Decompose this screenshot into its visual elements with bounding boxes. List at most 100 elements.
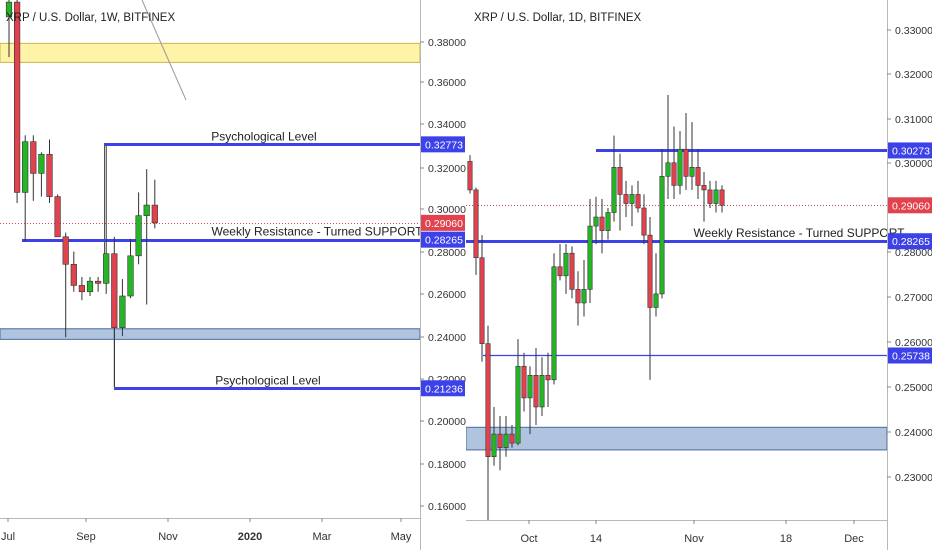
price-badge: 0.28265	[888, 233, 932, 250]
candle	[78, 276, 85, 301]
candle-body-down	[70, 263, 77, 286]
candle	[659, 149, 665, 299]
price-badge-label: 0.28265	[425, 235, 463, 247]
candle	[143, 169, 150, 305]
x-tick-label: 2020	[238, 531, 262, 543]
candle-body-down	[151, 204, 158, 224]
candle-body-down	[707, 189, 713, 204]
candle-body-up	[86, 280, 94, 293]
candle-body-up	[127, 255, 134, 297]
x-tick-label: Mar	[313, 531, 332, 543]
candle	[103, 145, 110, 294]
support-zone	[466, 426, 887, 451]
candle-body-up	[563, 252, 569, 277]
candle-body-down	[635, 194, 641, 209]
candle-body-up	[491, 433, 497, 457]
y-tick-label: 0.36000	[428, 77, 466, 89]
price-badge-bg	[888, 347, 932, 364]
x-tick-label: Sep	[76, 531, 96, 543]
candle-body-down	[497, 433, 503, 448]
y-tick-label: 0.32000	[428, 163, 466, 175]
price-badge: 0.28265	[421, 231, 465, 248]
candle	[533, 348, 539, 426]
candle-body-up	[103, 253, 110, 284]
candle-body-up	[539, 375, 545, 408]
candle	[62, 232, 69, 338]
price-badge-bg	[888, 142, 932, 159]
candle	[485, 325, 491, 520]
candle	[677, 131, 683, 195]
candle	[581, 260, 587, 317]
x-tick-label: 18	[780, 533, 792, 545]
candle	[551, 253, 557, 385]
x-tick-label: Nov	[158, 531, 178, 543]
candle	[46, 139, 53, 203]
y-tick-label: 0.18000	[428, 459, 466, 471]
candle-body-up	[677, 148, 683, 186]
candle	[22, 135, 29, 242]
x-tick-label: May	[391, 531, 412, 543]
candle-body-up	[38, 154, 45, 174]
candle-body-down	[647, 234, 653, 308]
price-badge-label: 0.29060	[425, 218, 463, 230]
y-tick-label: 0.28000	[428, 247, 466, 259]
candle-body-down	[545, 375, 551, 381]
candle	[479, 235, 485, 362]
candle	[635, 180, 641, 213]
price-badge-label: 0.25738	[892, 350, 930, 362]
candle-body-up	[611, 167, 617, 213]
price-badge-label: 0.29060	[892, 200, 930, 212]
y-tick-label: 0.33000	[895, 25, 932, 37]
y-tick-label: 0.38000	[428, 37, 466, 49]
price-badge: 0.25738	[888, 347, 932, 364]
candle	[593, 196, 599, 245]
x-tick-label: Jul	[1, 531, 15, 543]
price-badge: 0.21236	[421, 380, 465, 397]
candle	[683, 113, 689, 190]
level-label: Weekly Resistance - Turned SUPPORT	[694, 226, 906, 240]
candle	[617, 153, 623, 231]
candle	[689, 122, 695, 190]
candle-body-down	[575, 289, 581, 304]
candle-body-up	[581, 289, 587, 304]
candle-body-up	[551, 266, 557, 381]
chart-panel-weekly: Psychological Level Weekly Resistance - T…	[0, 0, 466, 550]
candle-body-up	[119, 295, 126, 329]
candle-body-down	[521, 365, 527, 399]
candle	[545, 352, 551, 407]
candle	[623, 180, 629, 218]
candle	[151, 179, 158, 229]
candle-body-down	[557, 266, 563, 277]
y-tick-label: 0.32000	[895, 69, 932, 81]
candle-body-down	[30, 141, 37, 174]
price-badge-bg	[421, 231, 465, 248]
candle-body-up	[503, 433, 509, 448]
price-badge-bg	[421, 214, 465, 231]
candle	[473, 187, 479, 275]
candle	[119, 279, 126, 337]
candle-body-up	[593, 216, 599, 227]
candle	[135, 192, 142, 265]
level-label: Weekly Resistance - Turned SUPPORT	[212, 225, 424, 239]
candle-body-up	[605, 212, 611, 231]
level-label: Psychological Level	[215, 373, 320, 387]
x-tick-label: 14	[590, 533, 602, 545]
candle	[54, 194, 61, 238]
candle-body-up	[527, 375, 533, 399]
y-tick-label: 0.30000	[428, 204, 466, 216]
candle	[527, 366, 533, 435]
candle	[503, 416, 509, 457]
candle	[515, 339, 521, 446]
chart-title: XRP / U.S. Dollar, 1D, BITFINEX	[474, 12, 642, 24]
y-tick-label: 0.28000	[895, 247, 932, 259]
candle-body-down	[719, 189, 725, 206]
candle-body-down	[599, 216, 605, 231]
price-badge: 0.32773	[421, 136, 465, 153]
trend-line	[141, 0, 187, 101]
candle	[111, 236, 118, 387]
candle	[629, 185, 635, 227]
x-tick-label: Dec	[844, 533, 864, 545]
candle	[467, 155, 473, 194]
candle-body-down	[78, 285, 85, 293]
